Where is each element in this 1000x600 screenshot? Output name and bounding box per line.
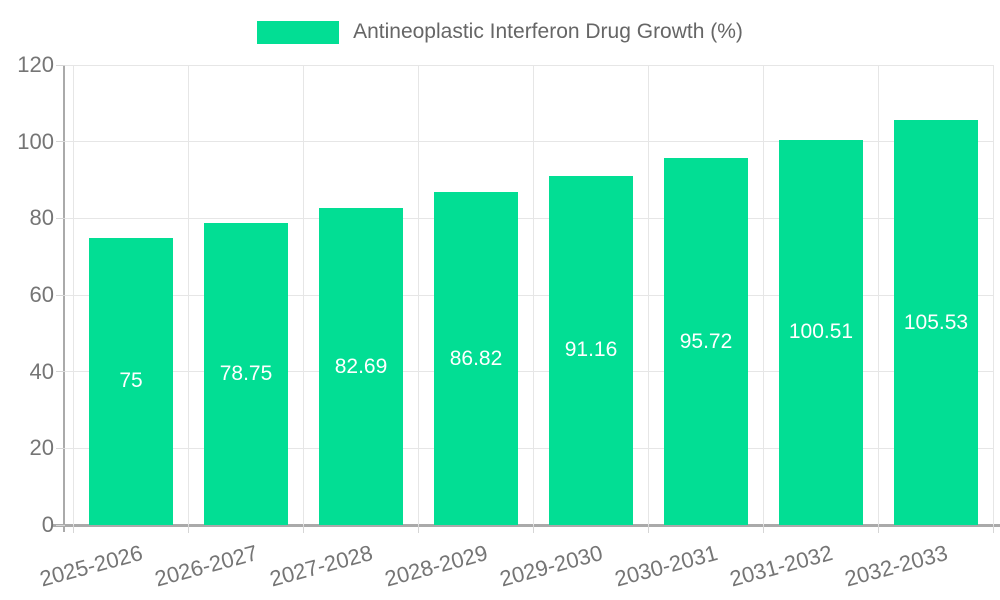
h-gridline	[65, 447, 994, 449]
y-tick	[56, 371, 65, 373]
x-tick	[73, 525, 74, 533]
bar[interactable]: 91.16	[549, 175, 633, 525]
x-tick	[418, 525, 419, 533]
bar-value-label: 95.72	[679, 329, 733, 353]
x-axis-tick-label: 2030-2031	[612, 540, 721, 592]
h-gridline	[65, 371, 994, 373]
y-axis-tick-label: 40	[29, 358, 54, 384]
x-tick	[188, 525, 189, 533]
v-gridline	[303, 65, 304, 525]
bar-value-label: 100.51	[788, 320, 854, 344]
x-axis-tick-label: 2032-2033	[842, 540, 951, 592]
x-axis-line	[53, 524, 1000, 527]
x-axis-tick-label: 2027-2028	[267, 540, 376, 592]
y-axis-tick-label: 20	[29, 435, 54, 461]
x-axis-tick-label: 2028-2029	[382, 540, 491, 592]
bar-value-label: 75	[119, 369, 143, 393]
v-gridline	[993, 65, 994, 525]
bar[interactable]: 95.72	[664, 158, 748, 525]
y-axis-tick-label: 100	[17, 128, 54, 154]
y-tick	[56, 141, 65, 143]
x-tick	[648, 525, 649, 533]
y-axis-line	[63, 65, 65, 532]
v-gridline	[648, 65, 649, 525]
x-axis-tick-label: 2031-2032	[727, 540, 836, 592]
x-tick	[303, 525, 304, 533]
y-axis-tick-label: 80	[29, 205, 54, 231]
x-tick	[763, 525, 764, 533]
bar[interactable]: 82.69	[319, 208, 403, 525]
bar[interactable]: 105.53	[894, 120, 978, 525]
v-gridline	[418, 65, 419, 525]
bar-value-label: 105.53	[903, 310, 969, 334]
h-gridline	[65, 217, 994, 219]
y-tick	[56, 524, 65, 526]
bar-value-label: 82.69	[334, 354, 388, 378]
legend[interactable]: Antineoplastic Interferon Drug Growth (%…	[0, 20, 1000, 44]
bar[interactable]: 86.82	[434, 192, 518, 525]
y-axis-tick-label: 120	[17, 52, 54, 77]
bar[interactable]: 75	[89, 237, 173, 525]
legend-label: Antineoplastic Interferon Drug Growth (%…	[353, 20, 743, 43]
bar[interactable]: 78.75	[204, 223, 288, 525]
x-tick	[993, 525, 994, 533]
y-tick	[56, 217, 65, 219]
bar-value-label: 86.82	[449, 346, 503, 370]
bar-value-label: 78.75	[219, 362, 273, 386]
h-gridline	[65, 294, 994, 296]
y-tick	[56, 447, 65, 449]
legend-swatch[interactable]	[257, 20, 340, 44]
plot-area: 0 20 40 60 80 100 120 75 2025-2026 78.75 2026-2027…	[17, 53, 1000, 591]
x-axis-tick-label: 2029-2030	[497, 540, 606, 592]
bar-value-label: 91.16	[564, 338, 618, 362]
x-axis-tick-label: 2025-2026	[37, 540, 146, 592]
y-tick	[56, 294, 65, 296]
bar[interactable]: 100.51	[779, 139, 863, 525]
h-gridline	[65, 64, 994, 66]
x-axis-tick-label: 2026-2027	[152, 540, 261, 592]
h-gridline	[65, 141, 994, 143]
y-tick	[56, 64, 65, 66]
v-gridline	[73, 65, 74, 525]
v-gridline	[763, 65, 764, 525]
v-gridline	[188, 65, 189, 525]
y-axis-tick-label: 0	[41, 512, 54, 537]
y-axis-tick-label: 60	[29, 282, 54, 307]
x-tick	[878, 525, 879, 533]
x-tick	[533, 525, 534, 533]
v-gridline	[533, 65, 534, 525]
v-gridline	[878, 65, 879, 525]
